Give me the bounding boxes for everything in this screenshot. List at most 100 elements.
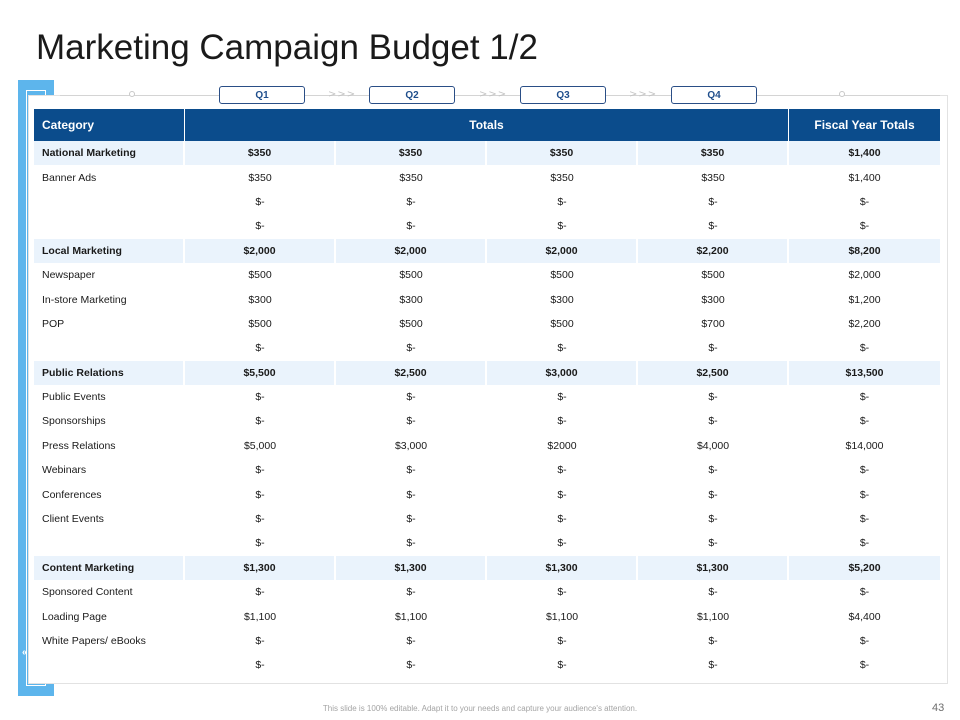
fiscal-total-cell: $8,200 [789,238,941,263]
quarter-value-cell: $500 [487,311,638,337]
header-category: Category [34,109,185,141]
table-row: Newspaper $500 $500 $500 $500 $2,000 [34,262,940,288]
quarter-value-cell: $700 [638,311,790,337]
category-cell: Loading Page [34,604,185,629]
quarter-value-cell: $- [336,580,487,605]
quarter-value-cell: $2,000 [487,238,638,263]
table-section-row: Content Marketing $1,300 $1,300 $1,300 $1,30… [34,555,941,581]
fiscal-total-cell: $- [859,342,870,355]
fiscal-total-cell: $- [859,415,870,428]
quarter-value-cell: $- [638,653,790,678]
fiscal-total-cell: $- [859,513,870,526]
category-cell: Public Events [34,384,185,410]
table-row: $- $- $- $- $- [34,214,940,239]
footer-note: This slide is 100% editable. Adapt it to… [322,704,638,713]
category-cell: Sponsorships [34,409,185,434]
category-cell: White Papers/ eBooks [34,628,185,654]
table-row: Conferences $- $- $- $- $- [34,482,940,507]
quarter-value-cell: $- [336,189,487,215]
double-chevron-icon: « [22,647,28,658]
category-cell: Newspaper [34,262,185,288]
quarter-value-cell: $500 [487,262,638,288]
fiscal-total-cell: $- [859,537,870,550]
category-cell: Local Marketing [34,238,185,263]
fiscal-total-cell: $- [859,464,870,477]
quarter-pill-q1: Q1 [219,86,305,104]
quarter-value-cell: $- [336,458,487,483]
content-frame [28,95,948,684]
fiscal-total-cell: $- [859,488,870,501]
quarter-value-cell: $- [487,482,638,507]
quarter-value-cell: $1,100 [487,604,638,629]
quarter-value-cell: $- [185,384,336,410]
quarter-value-cell: $350 [185,165,336,190]
quarter-value-cell: $1,100 [336,604,487,629]
quarter-value-cell: $- [638,531,790,556]
fiscal-total-cell: $2,200 [848,317,881,330]
quarter-value-cell: $350 [185,141,336,166]
quarter-value-cell: $2,000 [185,238,336,263]
quarter-value-cell: $- [336,384,487,410]
table-row: $- $- $- $- $- [34,336,940,361]
table-row: $- $- $- $- $- [34,653,940,678]
fiscal-total-cell: $1,200 [848,293,881,306]
quarter-value-cell: $- [638,189,790,215]
table-header-row: Category Totals Fiscal Year Totals [34,109,941,141]
quarter-value-cell: $- [638,336,790,361]
quarter-timeline [60,95,940,96]
quarter-value-cell: $- [185,214,336,239]
table-section-row: National Marketing $350 $350 $350 $350 $1,400 [34,141,941,166]
timeline-arrows-2: >>> [479,89,508,100]
quarter-value-cell: $5,000 [185,433,336,459]
quarter-value-cell: $5,500 [185,360,336,385]
quarter-value-cell: $350 [638,141,790,166]
quarter-value-cell: $500 [185,262,336,288]
table-body: National Marketing $350 $350 $350 $350 $1,400… [34,141,941,678]
category-cell: Banner Ads [34,165,185,190]
quarter-value-cell: $500 [336,262,487,288]
category-cell: Content Marketing [34,555,185,581]
table-row: Sponsorships $- $- $- $- $- [34,409,940,434]
quarter-value-cell: $- [336,506,487,532]
fiscal-total-cell: $5,200 [789,555,941,581]
quarter-value-cell: $1,300 [638,555,790,581]
quarter-value-cell: $2,500 [638,360,790,385]
quarter-value-cell: $- [487,531,638,556]
quarter-value-cell: $- [185,482,336,507]
quarter-value-cell: $- [638,506,790,532]
quarter-value-cell: $2,500 [336,360,487,385]
category-cell: Webinars [34,458,185,483]
page-title: Marketing Campaign Budget 1/2 [36,28,538,67]
quarter-value-cell: $500 [638,262,790,288]
quarter-pill-q2: Q2 [369,86,455,104]
category-cell: Press Relations [34,433,185,459]
quarter-value-cell: $300 [638,287,790,312]
fiscal-total-cell: $- [859,195,870,208]
quarter-value-cell: $- [336,336,487,361]
quarter-value-cell: $- [336,482,487,507]
quarter-value-cell: $- [487,506,638,532]
quarter-value-cell: $300 [336,287,487,312]
table-row: $- $- $- $- $- [34,189,940,215]
quarter-value-cell: $- [487,409,638,434]
category-cell: In-store Marketing [34,287,185,312]
fiscal-total-cell: $- [859,659,870,672]
table-row: Public Events $- $- $- $- $- [34,384,940,410]
table-section-row: Public Relations $5,500 $2,500 $3,000 $2,500… [34,360,941,385]
quarter-value-cell: $2,000 [336,238,487,263]
quarter-value-cell: $- [487,384,638,410]
quarter-pill-q4: Q4 [671,86,757,104]
quarter-value-cell: $2,200 [638,238,790,263]
quarter-value-cell: $- [336,214,487,239]
fiscal-total-cell: $13,500 [789,360,941,385]
quarter-value-cell: $- [185,409,336,434]
quarter-value-cell: $2000 [487,433,638,459]
quarter-value-cell: $- [185,336,336,361]
category-cell: Conferences [34,482,185,507]
table-row: Loading Page $1,100 $1,100 $1,100 $1,100 $4,4… [34,604,940,629]
quarter-value-cell: $- [185,458,336,483]
fiscal-total-cell: $1,400 [848,171,881,184]
quarter-value-cell: $- [185,189,336,215]
header-totals: Totals [185,109,790,141]
quarter-value-cell: $1,300 [487,555,638,581]
